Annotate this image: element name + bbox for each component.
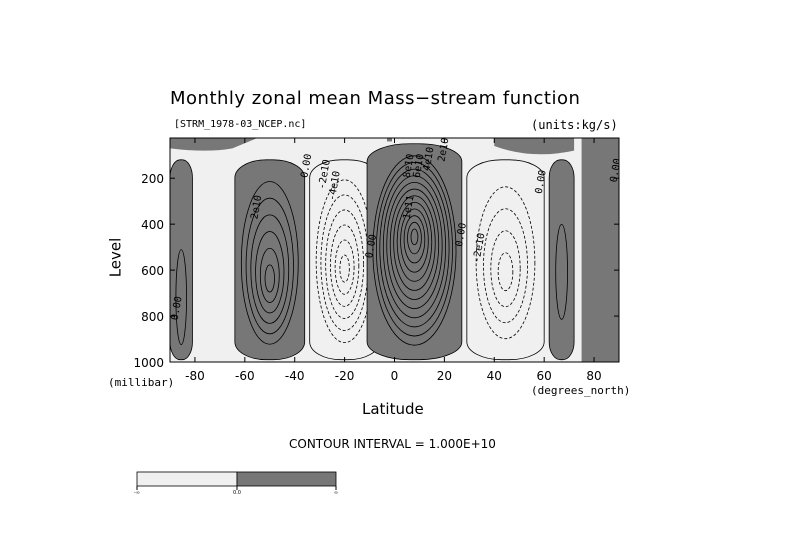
- contour-line-3-5: [386, 182, 443, 310]
- contour-label-9: 6e10: [412, 153, 427, 179]
- contour-line-3-12: [410, 228, 419, 246]
- x-tick-label: -40: [285, 369, 305, 383]
- contour-line-4-2: [483, 208, 528, 324]
- contour-line-2-4: [329, 224, 360, 307]
- colorbar-tick-label: ∞: [334, 490, 338, 496]
- units-label: (units:kg/s): [531, 118, 618, 132]
- contour-label-10: 4e10: [422, 146, 437, 172]
- contour-label-8: 8e10: [402, 153, 417, 179]
- contour-label-7: 1e11: [402, 194, 417, 220]
- contour-cell-4: [466, 159, 545, 361]
- contour-label-13: -2e10: [471, 232, 487, 264]
- x-tick-label: -20: [335, 369, 355, 383]
- contour-line-1-1: [240, 181, 299, 345]
- contour-label-2: 2e10: [249, 194, 264, 220]
- positive-region-top-south: [170, 138, 258, 151]
- contour-line-4-3: [490, 230, 521, 308]
- contour-interval-note: CONTOUR INTERVAL = 1.000E+10: [289, 437, 496, 451]
- x-tick-label: 40: [487, 369, 502, 383]
- contour-line-1-6: [264, 264, 275, 293]
- contour-line-3-11: [407, 221, 422, 255]
- contour-line-5-1: [555, 223, 568, 320]
- x-tick-label: -80: [185, 369, 205, 383]
- colorbar-tick-label: 0.0: [233, 490, 241, 496]
- colorbar-tick-label: -∞: [134, 490, 140, 496]
- contour-cell-6: [170, 159, 193, 361]
- contour-label-12: 0.00: [454, 222, 469, 248]
- y-tick-label: 600: [141, 264, 164, 278]
- colorbar-negative: [136, 471, 238, 487]
- contour-line-6-1: [175, 249, 187, 345]
- contour-line-3-9: [400, 208, 429, 273]
- y-tick-label: 1000: [133, 356, 164, 370]
- contour-line-1-5: [259, 247, 280, 303]
- y-tick-label: 400: [141, 218, 164, 232]
- contour-line-1-2: [245, 197, 294, 335]
- contour-line-3-8: [396, 201, 433, 282]
- contour-line-1-3: [250, 214, 290, 324]
- y-axis-unit-label: (millibar): [108, 376, 175, 389]
- positive-region-top-equator: [387, 138, 393, 142]
- x-tick-label: 20: [437, 369, 452, 383]
- positive-region-polar-north: [581, 138, 619, 362]
- contour-line-2-5: [334, 239, 355, 295]
- contour-line-2-6: [339, 254, 350, 283]
- contour-line-3-2: [375, 162, 453, 337]
- contour-line-4-4: [497, 252, 514, 292]
- contour-line-1-4: [255, 231, 285, 314]
- x-axis-label: Latitude: [362, 400, 424, 418]
- contour-label-11: 2e10: [437, 137, 452, 163]
- contour-label-5: -4e10: [327, 170, 343, 202]
- contour-label-1: 0.00: [170, 296, 185, 322]
- contour-label-3: 0.00: [299, 153, 314, 179]
- contour-cell-1: [234, 159, 306, 361]
- positive-region-top-north: [494, 138, 575, 155]
- contour-line-3-3: [379, 168, 450, 328]
- contour-line-2-3: [325, 209, 364, 319]
- contour-line-4-1: [475, 186, 536, 340]
- contour-line-3-6: [389, 188, 440, 300]
- contour-cell-5: [548, 159, 575, 361]
- contour-label-14: 0.00: [534, 169, 549, 195]
- chart-title: Monthly zonal mean Mass−stream function: [170, 88, 581, 109]
- x-tick-label: -60: [235, 369, 255, 383]
- y-tick-label: 800: [141, 310, 164, 324]
- x-tick-label: 0: [391, 369, 399, 383]
- file-label: [STRM_1978-03_NCEP.nc]: [174, 119, 307, 130]
- contour-line-3-4: [382, 175, 447, 319]
- x-axis-unit-label: (degrees_north): [531, 384, 631, 397]
- y-tick-label: 200: [141, 172, 164, 186]
- x-tick-label: 60: [537, 369, 552, 383]
- contour-label-15: 0.00: [609, 158, 624, 184]
- contour-line-3-7: [393, 195, 436, 291]
- colorbar-positive: [236, 471, 337, 487]
- contour-line-3-10: [403, 215, 426, 264]
- contour-label-4: -2e10: [317, 159, 333, 191]
- contour-line-3-1: [372, 155, 457, 346]
- x-tick-label: 80: [586, 369, 601, 383]
- contour-label-6: 0.00: [364, 233, 379, 259]
